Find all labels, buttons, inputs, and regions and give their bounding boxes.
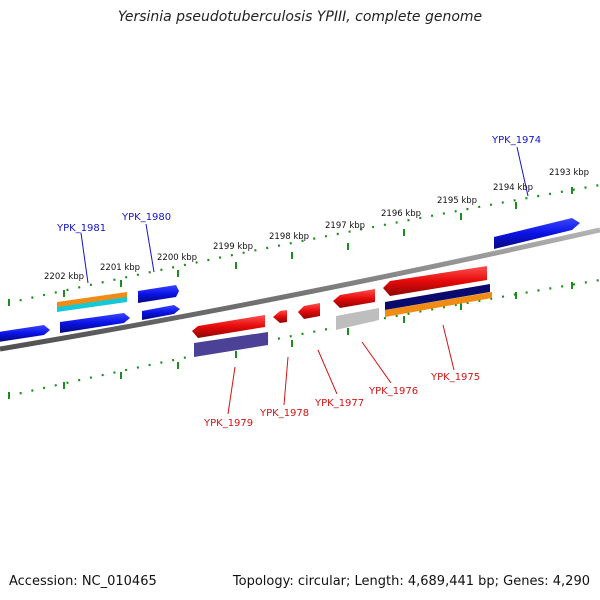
accession-text: Accession: NC_010465 — [9, 574, 157, 589]
gene-arrow-yp1978[interactable] — [273, 310, 287, 323]
gene-arrow[interactable] — [60, 313, 130, 333]
gene-label-ypk1978[interactable]: YPK_1978 — [259, 408, 309, 419]
page-title: Yersinia pseudotuberculosis YPIII, compl… — [117, 9, 483, 25]
slate-feature — [194, 332, 268, 357]
cyan-feature — [57, 297, 127, 312]
scale-label: 2195 kbp — [437, 196, 477, 206]
gene-label-ypk1975[interactable]: YPK_1975 — [430, 372, 480, 383]
scale-label: 2193 kbp — [549, 168, 589, 178]
gray-feature — [336, 308, 379, 330]
gene-arrow-yp1976[interactable] — [333, 289, 375, 308]
scale-label: 2199 kbp — [213, 242, 253, 252]
scale-label: 2201 kbp — [100, 263, 140, 273]
gene-label-ypk1977[interactable]: YPK_1977 — [314, 398, 364, 409]
scale-label: 2198 kbp — [269, 232, 309, 242]
outer-major-ticks — [8, 187, 573, 306]
reverse-genes — [192, 266, 492, 357]
gene-label-ypk1974[interactable]: YPK_1974 — [491, 135, 541, 146]
leader-line — [80, 232, 89, 284]
scale-label: 2196 kbp — [381, 209, 421, 219]
scale-label: 2194 kbp — [493, 183, 533, 193]
gene-arrow-yp1975[interactable] — [383, 266, 487, 296]
orange-feature — [57, 292, 127, 308]
outer-scale-track — [7, 183, 600, 305]
gene-label-ypk1981[interactable]: YPK_1981 — [56, 223, 106, 234]
genome-backbone — [0, 227, 600, 352]
gene-arrow[interactable] — [142, 305, 180, 320]
scale-label: 2202 kbp — [44, 272, 84, 282]
navy-feature — [385, 284, 490, 310]
leader-line — [361, 341, 392, 384]
gene-arrow-yp1980[interactable] — [138, 285, 179, 303]
inner-major-ticks — [8, 282, 573, 399]
scale-label: 2197 kbp — [325, 221, 365, 231]
gene-label-ypk1979[interactable]: YPK_1979 — [203, 418, 253, 429]
inner-scale-track — [7, 278, 600, 398]
leader-line — [317, 349, 338, 395]
gene-arrow[interactable] — [0, 325, 50, 342]
leader-line — [442, 324, 455, 371]
genome-stats-text: Topology: circular; Length: 4,689,441 bp… — [232, 574, 590, 589]
orange-feature — [385, 292, 492, 317]
gene-arrow-yp1979[interactable] — [192, 315, 265, 338]
gene-arrow-yp1977[interactable] — [298, 303, 320, 319]
scale-label: 2200 kbp — [157, 253, 197, 263]
gene-label-ypk1980[interactable]: YPK_1980 — [121, 212, 171, 223]
forward-genes — [0, 218, 580, 342]
leader-line — [283, 356, 289, 406]
leader-line — [227, 366, 236, 415]
gene-label-ypk1976[interactable]: YPK_1976 — [368, 386, 418, 397]
leader-line — [516, 146, 529, 197]
leader-line — [145, 223, 155, 273]
gene-arrow-yp1974[interactable] — [494, 218, 580, 249]
